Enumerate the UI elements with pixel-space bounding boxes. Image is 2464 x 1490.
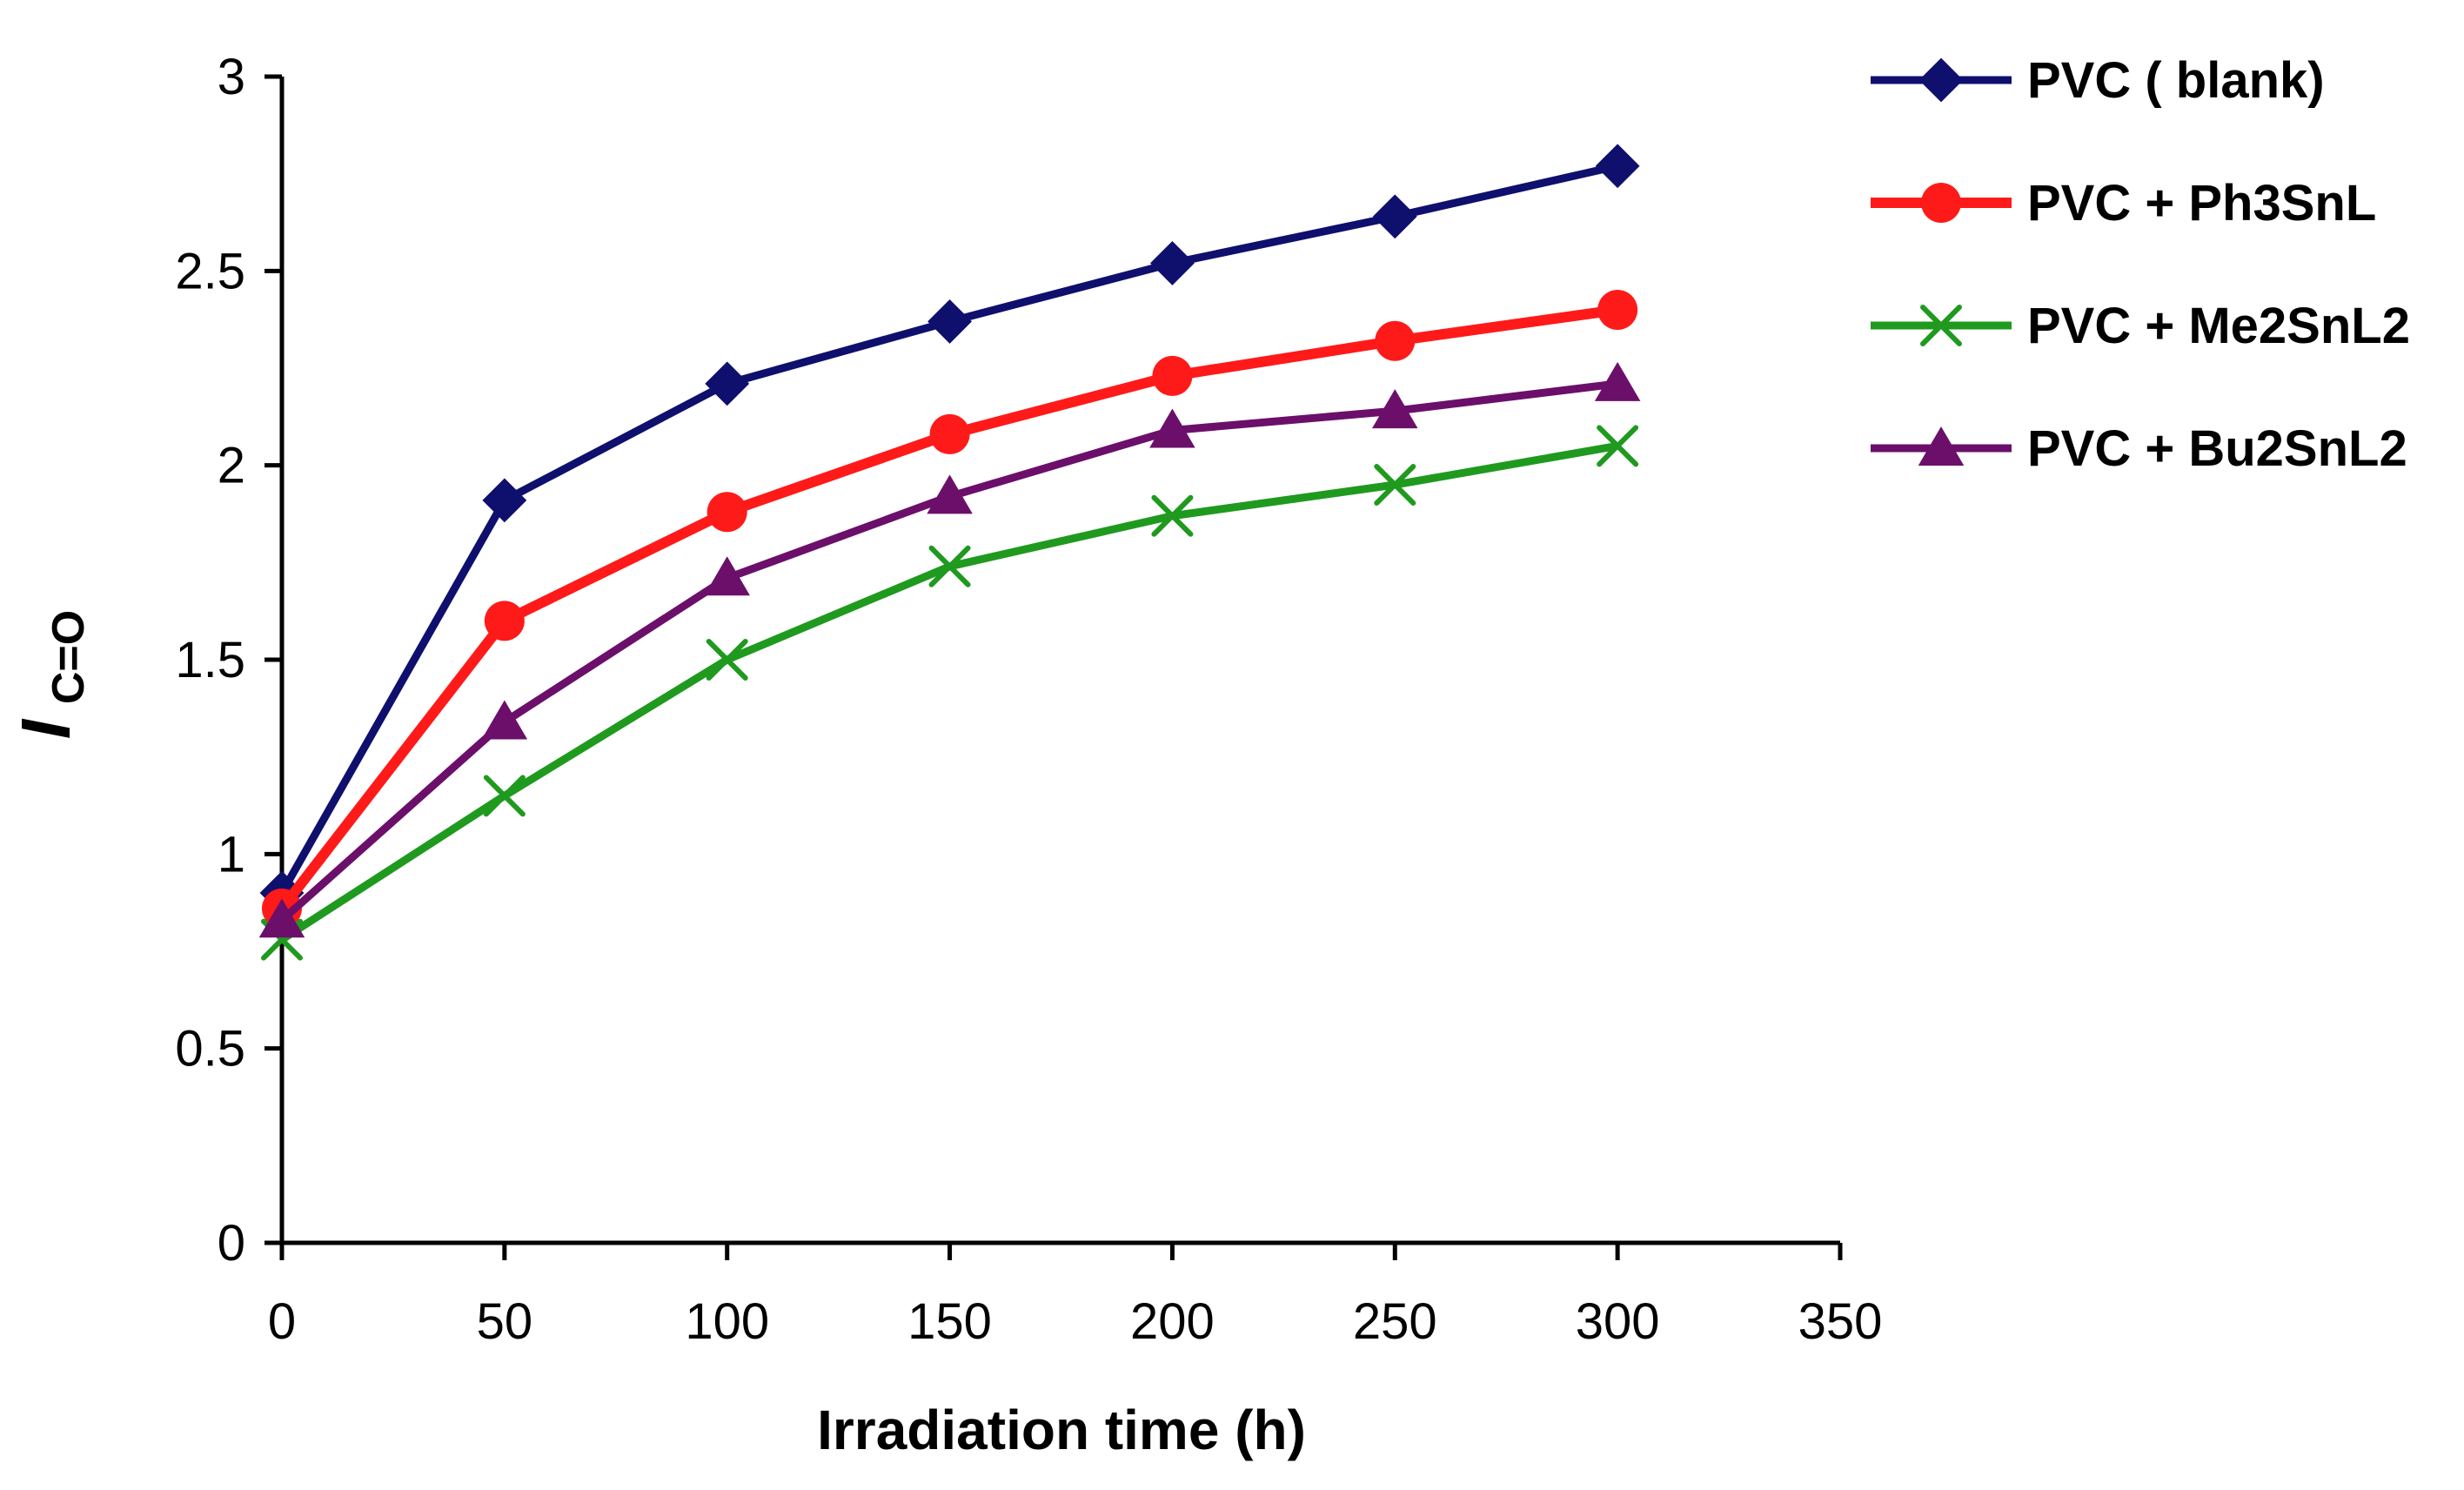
data-point-x: [1151, 494, 1194, 537]
data-point-circle: [1375, 320, 1416, 361]
data-point-x: [483, 775, 526, 817]
data-point-x-stroke: [1374, 464, 1416, 506]
data-point-circle: [484, 601, 525, 641]
y-axis-title: I C=O: [7, 610, 94, 739]
series-3: [261, 425, 1639, 961]
data-point-diamond: [1918, 57, 1964, 103]
series-line: [278, 162, 1619, 896]
data-point-triangle: [258, 898, 305, 938]
legend-label: PVC ( blank): [2027, 52, 2325, 109]
data-point-x-stroke: [706, 639, 748, 681]
legend-label: PVC + Me2SnL2: [2027, 298, 2410, 354]
data-point-circle: [929, 413, 970, 454]
legend-item: PVC ( blank): [1871, 52, 2325, 109]
data-point-x: [928, 545, 971, 587]
series-line: [278, 305, 1618, 912]
data-point-x: [1597, 425, 1639, 467]
data-point-x-stroke: [1597, 425, 1639, 467]
data-point-diamond: [1595, 144, 1640, 189]
data-point-diamond: [705, 361, 750, 406]
data-point-triangle: [1372, 389, 1418, 429]
data-point-triangle: [1149, 408, 1195, 448]
x-tick-label: 350: [1798, 1293, 1883, 1350]
data-point-x-stroke: [483, 775, 526, 817]
data-point-circle: [1921, 183, 1961, 223]
x-axis-title: Irradiation time (h): [817, 1399, 1306, 1461]
data-point-x-stroke: [928, 545, 971, 587]
legend-item: PVC + Bu2SnL2: [1871, 420, 2407, 477]
x-tick-label: 100: [685, 1293, 769, 1350]
y-tick-label: 2.5: [175, 243, 245, 299]
legend-label: PVC + Bu2SnL2: [2027, 420, 2407, 477]
y-axis-title-subscript: C=O: [44, 610, 94, 704]
data-point-x: [1374, 464, 1416, 506]
data-point-diamond: [482, 478, 527, 523]
data-point-diamond: [1372, 194, 1417, 239]
y-tick-label: 1: [218, 826, 245, 883]
series-2: [262, 290, 1638, 929]
data-point-x: [706, 639, 748, 681]
x-tick-label: 150: [907, 1293, 992, 1350]
data-point-circle: [706, 492, 747, 533]
y-tick-label: 3: [218, 49, 245, 105]
x-tick-label: 300: [1576, 1293, 1660, 1350]
y-tick-label: 2: [218, 438, 245, 494]
data-point-triangle: [1918, 426, 1965, 466]
y-tick-label: 0: [218, 1215, 245, 1272]
data-point-triangle: [1594, 361, 1641, 401]
y-tick-label: 1.5: [175, 632, 245, 688]
data-point-triangle: [704, 556, 750, 596]
legend-label: PVC + Ph3SnL: [2027, 175, 2376, 232]
legend-item: PVC + Me2SnL2: [1871, 298, 2410, 354]
series-1: [259, 144, 1640, 916]
x-tick-label: 0: [268, 1293, 296, 1350]
data-point-triangle: [927, 474, 973, 514]
data-point-circle: [1597, 290, 1638, 330]
y-axis-title-main: I: [7, 718, 84, 739]
data-point-diamond: [1150, 240, 1195, 285]
x-tick-label: 250: [1353, 1293, 1437, 1350]
data-point-diamond: [927, 299, 972, 344]
x-tick-label: 200: [1130, 1293, 1215, 1350]
x-tick-label: 50: [477, 1293, 533, 1350]
data-point-x-stroke: [1151, 494, 1194, 537]
data-point-triangle: [481, 700, 528, 740]
data-point-x-stroke: [1920, 305, 1962, 346]
y-tick-label: 0.5: [175, 1021, 245, 1077]
data-point-circle: [1152, 355, 1193, 396]
series-line: [279, 441, 1618, 943]
legend-item: PVC + Ph3SnL: [1871, 175, 2376, 232]
series-4: [258, 361, 1641, 938]
data-point-x: [1920, 305, 1962, 346]
